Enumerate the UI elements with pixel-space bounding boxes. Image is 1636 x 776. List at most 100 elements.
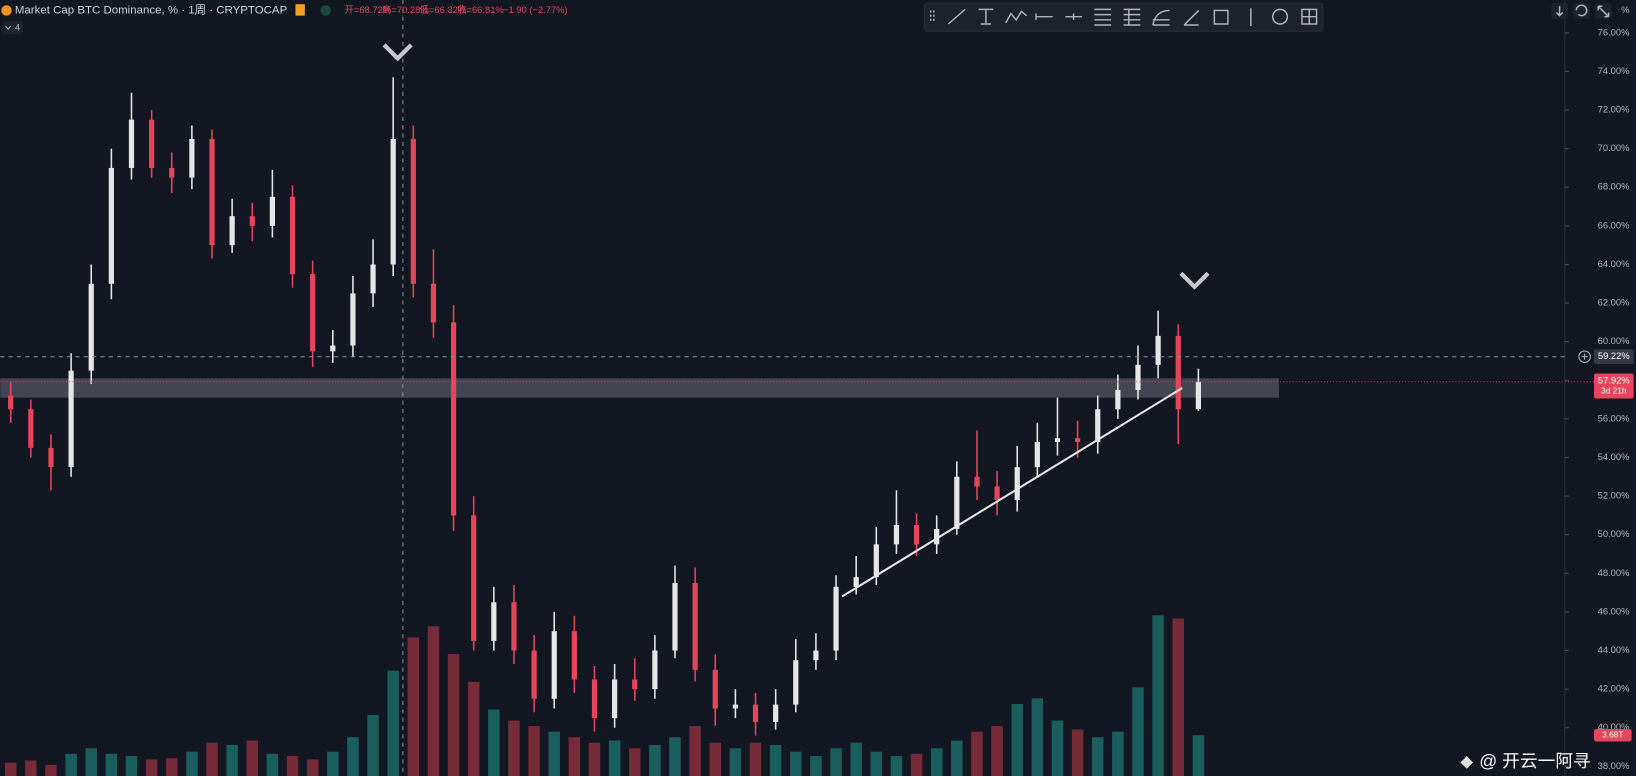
flag-icon (295, 4, 305, 16)
volume-bar (1011, 703, 1023, 776)
text-tool[interactable] (978, 8, 994, 25)
volume-bar (105, 753, 118, 776)
candle-body (612, 679, 618, 719)
volume-bar (4, 762, 17, 776)
candle-body (813, 650, 819, 661)
volume-label: 3.68T (1602, 729, 1623, 739)
drag-handle[interactable] (929, 10, 935, 23)
volume-bar (327, 751, 339, 776)
candle-body (68, 370, 74, 468)
volume-bar (467, 681, 480, 776)
volume-bar (85, 748, 97, 776)
volume-bar (488, 709, 500, 776)
candle-body (752, 704, 759, 722)
volume-bar (447, 654, 460, 776)
volume-bar (1172, 618, 1184, 776)
fib-tool[interactable] (1094, 8, 1112, 26)
candle-body (350, 293, 356, 346)
candle-body (1175, 335, 1181, 410)
candle-body (913, 525, 920, 545)
y-tick-label: 70.00% (1598, 143, 1630, 153)
symbol-icon (1, 5, 12, 16)
layout-tool-grid (1301, 9, 1317, 24)
candle-body (229, 216, 235, 246)
volume-bar (689, 726, 701, 776)
volume-bar (1112, 731, 1124, 776)
trendline-tool[interactable] (947, 8, 966, 25)
candle-body (793, 660, 799, 705)
refresh-icon (1575, 4, 1588, 17)
y-tick-label: 38.00% (1598, 761, 1630, 771)
add-alert-button[interactable] (1578, 350, 1591, 363)
volume-bar (1132, 687, 1144, 776)
watermark-text: @ 开云一阿寻 (1479, 751, 1591, 771)
candle-body (410, 138, 416, 284)
drawing-toolbar (923, 2, 1324, 32)
volume-bar (1091, 737, 1104, 776)
angle-tool[interactable] (1183, 9, 1200, 26)
volume-bar (347, 737, 359, 776)
plus-icon (1581, 353, 1588, 360)
candle-body (209, 138, 215, 246)
volume-bar (850, 742, 862, 776)
volume-bar (407, 637, 420, 776)
candle-body (994, 486, 1000, 500)
volume-bar (669, 737, 681, 776)
y-tick-label: 62.00% (1598, 298, 1630, 308)
volume-bar (387, 670, 399, 776)
candle-body (692, 582, 698, 670)
volume-bar (25, 760, 37, 776)
top-right-buttons (1551, 3, 1612, 19)
volume-bar (65, 753, 77, 776)
candle-body (1034, 442, 1040, 468)
rect-tool[interactable] (1213, 9, 1229, 25)
chevron-icon (5, 25, 12, 31)
volume-bar (769, 744, 782, 776)
volume-bar (649, 744, 661, 776)
volume-bar (367, 715, 379, 776)
volume-bar (568, 737, 581, 776)
candle-body (390, 138, 396, 265)
candle-body (571, 631, 577, 680)
candle-body (773, 704, 779, 722)
fan-tool[interactable] (1152, 9, 1170, 26)
ray-tool[interactable] (1035, 13, 1053, 20)
hline-tool[interactable] (1065, 13, 1082, 20)
candle-body (128, 119, 135, 168)
y-tick-label: 52.00% (1598, 491, 1630, 501)
last-price-label: 57.92% (1598, 375, 1630, 385)
candle-body (28, 409, 34, 448)
volume-bar (991, 726, 1003, 776)
indicator-toggle[interactable] (2, 20, 24, 35)
candle-body (732, 704, 739, 709)
candle-body (652, 650, 658, 690)
circle-tool[interactable] (1272, 8, 1289, 25)
candle-body (450, 322, 457, 516)
candle-body (934, 528, 940, 545)
y-tick-label: 56.00% (1598, 413, 1630, 423)
ohlc-close: 收=66.81% (457, 4, 504, 15)
candle-body (1074, 438, 1081, 443)
candle-body (974, 476, 980, 487)
candle-body (1115, 389, 1121, 410)
expand-icon (1597, 5, 1610, 18)
percent-button[interactable]: % (1621, 5, 1629, 15)
fib-ext-tool[interactable] (1123, 8, 1141, 26)
volume-bar (870, 751, 883, 776)
logo (1460, 756, 1474, 769)
path-tool[interactable] (1005, 10, 1028, 24)
volume-bar (629, 748, 641, 776)
volume-bar (1152, 615, 1164, 776)
candle-body (370, 264, 376, 294)
y-tick-label: 68.00% (1598, 182, 1630, 192)
candle-body (853, 577, 859, 587)
candle-body (249, 216, 255, 226)
y-tick-label: 66.00% (1598, 220, 1630, 230)
volume-bar (790, 751, 802, 776)
support-zone (0, 378, 1280, 398)
candle-body (632, 679, 638, 690)
candle-body (833, 586, 839, 651)
volume-label-bg (1594, 728, 1632, 742)
